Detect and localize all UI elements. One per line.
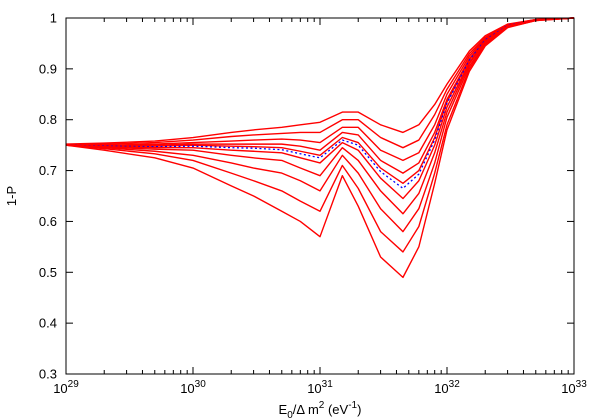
- x-tick-label: 1030: [180, 379, 206, 396]
- y-axis-title: 1-P: [4, 186, 19, 206]
- series-line-3: [66, 17, 575, 162]
- y-tick-label: 1: [50, 11, 57, 26]
- series-line-10: [65, 17, 575, 253]
- series-line-9: [65, 17, 575, 233]
- series-line-1: [65, 17, 575, 145]
- series-line-2: [65, 17, 575, 149]
- series-line-7: [65, 17, 575, 200]
- y-tick-label: 0.7: [39, 163, 57, 178]
- y-tick-label: 0.9: [39, 61, 57, 76]
- x-axis-title: E0/Δ m2 (eV-1): [279, 400, 362, 420]
- x-tick-label: 1029: [53, 379, 79, 396]
- y-tick-label: 0.6: [39, 214, 57, 229]
- y-tick-label: 0.5: [39, 265, 57, 280]
- series-line-6: [65, 17, 575, 190]
- series-layer: [65, 17, 575, 279]
- y-tick-label: 0.8: [39, 112, 57, 127]
- x-tick-label: 1031: [307, 379, 333, 396]
- series-line-5: [65, 17, 575, 184]
- plot-frame: [65, 17, 575, 375]
- ticks-layer: 0.3 0.4 0.5 0.6 0.7 0.8 0.9 1 1029 1030 1031 1032 10…: [39, 11, 587, 397]
- x-tick-label: 1032: [434, 379, 460, 396]
- series-line-8: [65, 17, 575, 215]
- series-line-11: [65, 17, 575, 279]
- y-tick-label: 0.4: [39, 316, 57, 331]
- x-tick-label: 1033: [561, 379, 587, 396]
- y-tick-label: 0.3: [39, 367, 57, 382]
